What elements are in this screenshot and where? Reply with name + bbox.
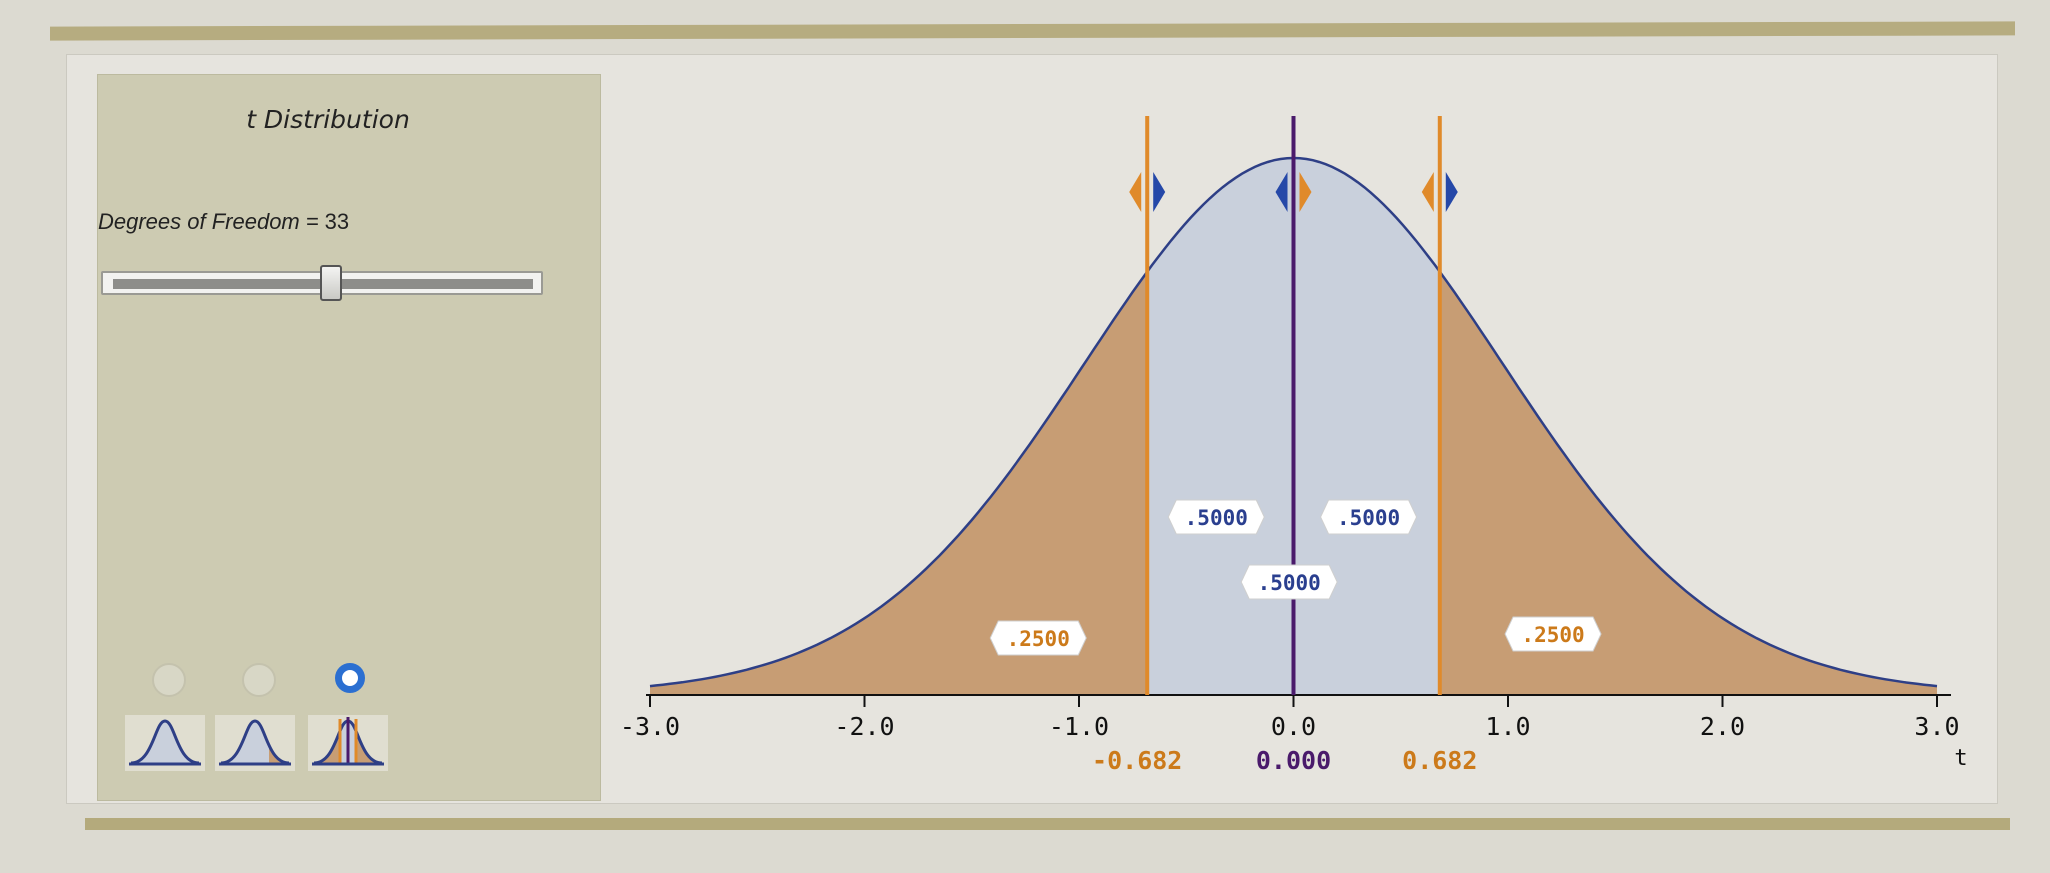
mode-radio-two-tail[interactable] [242, 663, 276, 697]
probability-label-middle: .5000 [1240, 564, 1338, 600]
panel-title: t Distribution [246, 105, 410, 134]
drag-right-arrow-icon[interactable] [1299, 172, 1312, 212]
probability-label-box [1320, 499, 1418, 535]
x-tick-label: 1.0 [1485, 712, 1530, 741]
x-tick-label: -1.0 [1049, 712, 1109, 741]
x-tick-label: 3.0 [1914, 712, 1959, 741]
probability-label-box [1167, 499, 1265, 535]
control-panel: t Distribution Degrees of Freedom = 33 [97, 74, 601, 801]
df-label: Degrees of Freedom [98, 209, 300, 234]
critical-value-label: 0.000 [1256, 746, 1331, 775]
degrees-of-freedom-readout: Degrees of Freedom = 33 [98, 209, 558, 235]
top-divider [50, 21, 2015, 41]
probability-label-box [1240, 564, 1338, 600]
two-tail-view-icon[interactable] [215, 715, 295, 771]
probability-label-right-center: .5000 [1320, 499, 1418, 535]
df-equals: = [305, 209, 319, 234]
probability-value: .2500 [1007, 627, 1070, 651]
probability-value: .5000 [1258, 571, 1321, 595]
degrees-of-freedom-slider[interactable] [101, 265, 543, 301]
drag-right-arrow-icon[interactable] [1153, 172, 1166, 212]
df-value: 33 [324, 209, 350, 234]
probability-value: .5000 [1185, 506, 1248, 530]
x-tick-label: 2.0 [1700, 712, 1745, 741]
probability-value: .5000 [1337, 506, 1400, 530]
x-tick-label: -2.0 [834, 712, 894, 741]
critical-values-view-icon[interactable] [308, 715, 388, 771]
drag-right-arrow-icon[interactable] [1445, 172, 1458, 212]
probability-label-left-center: .5000 [1167, 499, 1265, 535]
mode-radio-one-tail[interactable] [152, 663, 186, 697]
probability-label-left-tail: .2500 [989, 620, 1087, 656]
slider-thumb[interactable] [320, 265, 342, 301]
probability-label-box [1504, 616, 1602, 652]
drag-left-arrow-icon[interactable] [1275, 172, 1288, 212]
bottom-divider [85, 818, 2010, 830]
mode-radio-critical-values[interactable] [335, 663, 365, 693]
critical-value-label: -0.682 [1092, 746, 1182, 775]
critical-value-label: 0.682 [1402, 746, 1477, 775]
x-axis-label: t [1954, 746, 1967, 771]
x-tick-label: 0.0 [1271, 712, 1316, 741]
x-tick-label: -3.0 [620, 712, 680, 741]
probability-value: .2500 [1521, 623, 1584, 647]
probability-label-right-tail: .2500 [1504, 616, 1602, 652]
drag-left-arrow-icon[interactable] [1421, 172, 1434, 212]
one-tail-view-icon[interactable] [125, 715, 205, 771]
probability-label-box [989, 620, 1087, 656]
drag-left-arrow-icon[interactable] [1129, 172, 1142, 212]
